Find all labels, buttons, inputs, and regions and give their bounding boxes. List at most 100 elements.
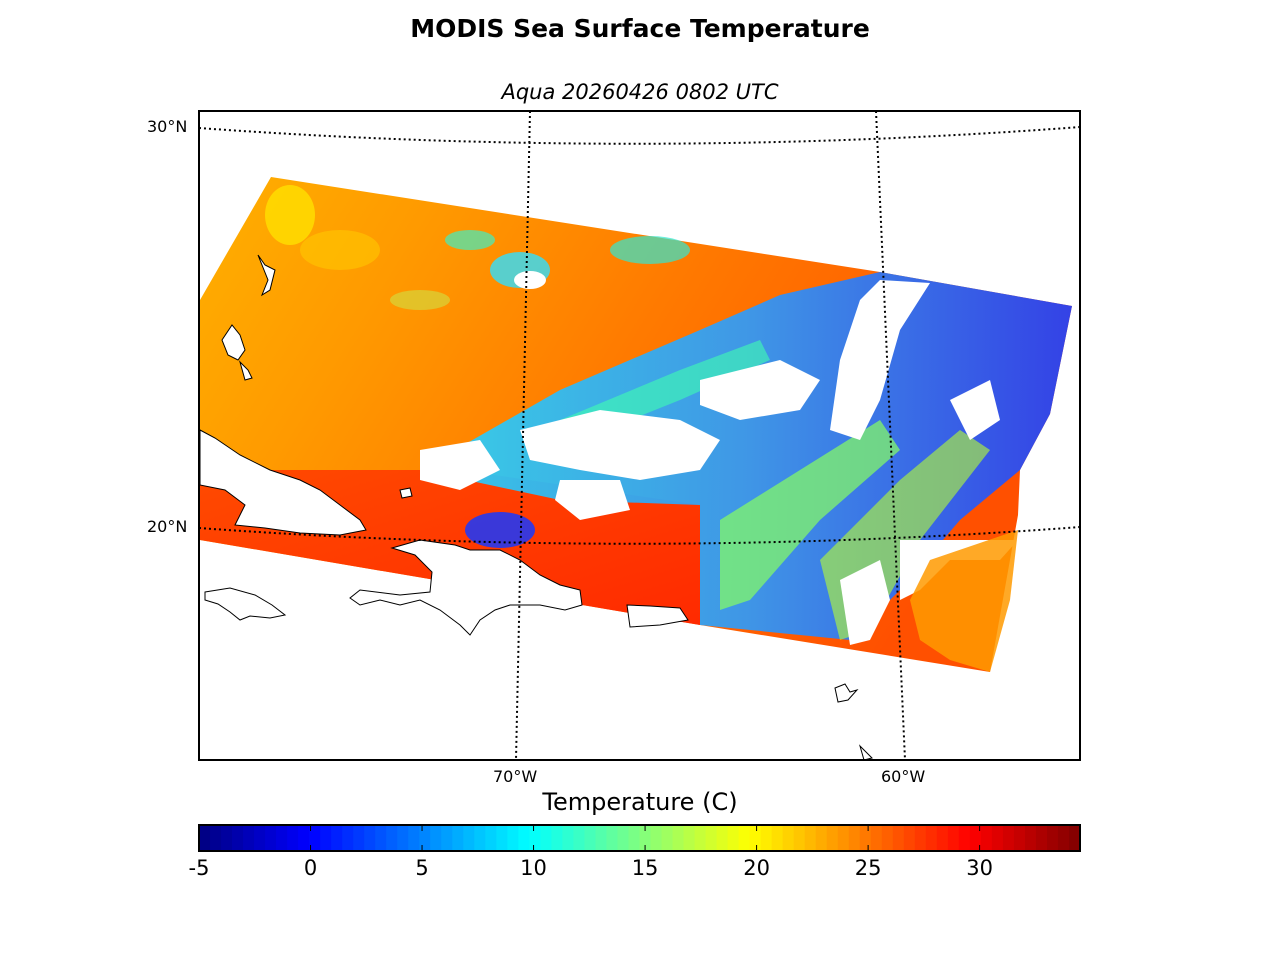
colorbar-segment [397, 825, 409, 851]
colorbar-segment [661, 825, 674, 851]
colorbar-segment [540, 825, 552, 851]
colorbar-tick-label: 25 [854, 856, 882, 880]
cool-patch [610, 236, 690, 264]
colorbar-segment [1024, 825, 1037, 851]
cool-streak [720, 420, 900, 610]
colorbar-segment [914, 825, 927, 851]
colorbar-segment [760, 825, 773, 851]
colorbar-segment [584, 825, 597, 851]
colorbar-segment [364, 825, 376, 851]
meridian-60w [875, 111, 906, 760]
colorbar-segment [1068, 825, 1081, 851]
colorbar-tick-label: 5 [415, 856, 429, 880]
colorbar-segment [716, 825, 729, 851]
colorbar-segment [1013, 825, 1026, 851]
colorbar-segment [496, 825, 508, 851]
colorbar-segment [870, 825, 883, 851]
colorbar-segment [1002, 825, 1015, 851]
colorbar-segment [815, 825, 828, 851]
colorbar-segment [485, 825, 497, 851]
colorbar-segment [903, 825, 916, 851]
colorbar-segment [771, 825, 784, 851]
land-guadeloupe [834, 683, 859, 703]
land-jamaica [204, 587, 287, 621]
land-puerto-rico [626, 604, 689, 628]
warm-water-patch [910, 530, 1018, 672]
colorbar-segment [650, 825, 663, 851]
land-dominica [858, 744, 873, 760]
colorbar-segment [463, 825, 475, 851]
no-data-region [520, 410, 720, 480]
colorbar-segment [518, 825, 530, 851]
no-data-region [555, 480, 630, 520]
colorbar-segment [881, 825, 894, 851]
colorbar-segment [199, 825, 211, 851]
colorbar-segment [969, 825, 982, 851]
land-bahamas-1 [257, 254, 276, 297]
colorbar-tick-label: 30 [966, 856, 993, 880]
colorbar-segment [573, 825, 586, 851]
cool-patch [465, 512, 535, 548]
colorbar-segment [738, 825, 751, 851]
figure-title: MODIS Sea Surface Temperature [410, 14, 870, 43]
map-frame [198, 110, 1081, 761]
no-data-region [840, 560, 890, 645]
colorbar-segment [826, 825, 839, 851]
parallel-30n [199, 126, 1080, 145]
colorbar-segment [210, 825, 222, 851]
land-cuba [199, 429, 367, 536]
colorbar-segment [628, 825, 641, 851]
meridian-70w [515, 111, 531, 760]
land-bahamas-2 [221, 324, 246, 361]
colorbar-tick-label: 20 [743, 856, 770, 880]
colorbar-segment [925, 825, 938, 851]
colorbar-segment [683, 825, 696, 851]
colorbar-segment [936, 825, 949, 851]
colorbar-segment [804, 825, 817, 851]
colorbar-segment [254, 825, 266, 851]
colorbar-segment [331, 825, 343, 851]
colorbar-segment [694, 825, 707, 851]
cool-patch [445, 230, 495, 250]
colorbar-segment [287, 825, 299, 851]
no-data-region [830, 280, 930, 440]
colorbar-segment [353, 825, 365, 851]
figure-subtitle: Aqua 20260426 0802 UTC [501, 80, 779, 104]
lat-label-30n: 30°N [147, 117, 188, 136]
no-data-region [950, 380, 1000, 440]
colorbar-segment [848, 825, 861, 851]
colorbar-segment [441, 825, 453, 851]
no-data-region [420, 440, 500, 490]
colorbar-segment [386, 825, 398, 851]
colorbar-segment [529, 825, 541, 851]
colorbar-tick-label: -5 [188, 856, 210, 880]
colorbar-segment [892, 825, 905, 851]
no-data-region [700, 360, 820, 420]
colorbar-segment [705, 825, 718, 851]
no-data-region [514, 271, 546, 289]
colorbar-segment [408, 825, 420, 851]
lon-label-70w: 70°W [493, 767, 538, 786]
colorbar-segment [375, 825, 387, 851]
colorbar-segment [980, 825, 993, 851]
colorbar-segment [749, 825, 762, 851]
colorbar-segment [991, 825, 1004, 851]
colorbar-segment [595, 825, 608, 851]
colorbar-segment [320, 825, 332, 851]
colorbar-segment [265, 825, 277, 851]
colorbar-segment [298, 825, 310, 851]
sst-patch [390, 290, 450, 310]
colorbar-segment [727, 825, 740, 851]
colorbar-segment [1057, 825, 1070, 851]
colorbar-label: Temperature (C) [542, 788, 738, 816]
colorbar-tick-label: 10 [520, 856, 547, 880]
colorbar-segment [859, 825, 872, 851]
colorbar-segment [947, 825, 960, 851]
colorbar-segment [837, 825, 850, 851]
land-bahamas-3 [239, 360, 253, 381]
colorbar-segment [419, 825, 431, 851]
colorbar-segment [430, 825, 442, 851]
sst-patch [300, 230, 380, 270]
